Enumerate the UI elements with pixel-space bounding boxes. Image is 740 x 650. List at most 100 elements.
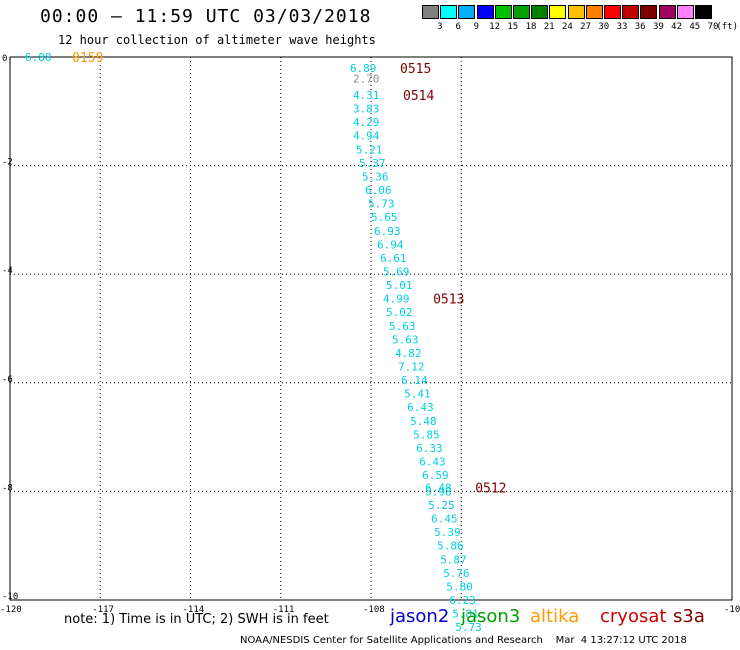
x-tick-label: -105 — [724, 605, 740, 615]
wave-height-label: 5.98 — [425, 485, 452, 498]
wave-height-label: 4.99 — [383, 293, 410, 306]
wave-height-label: 5.41 — [404, 388, 431, 401]
y-tick-label: -4 — [2, 266, 13, 276]
colorbar-swatch — [585, 5, 603, 19]
colorbar-swatch — [640, 5, 658, 19]
colorbar-label: 70 — [707, 22, 719, 32]
legend-jason3: jason3 — [461, 606, 521, 627]
wave-height-label: 6.14 — [401, 374, 428, 387]
wave-height-label: 6.43 — [407, 401, 434, 414]
wave-height-label: 6.43 — [419, 456, 446, 469]
wave-height-label: 5.73 — [368, 198, 395, 211]
x-tick-label: -111 — [273, 605, 295, 615]
wave-height-label: 5.65 — [371, 211, 398, 224]
colorbar-swatch — [695, 5, 712, 19]
wave-height-label: 6.06 — [365, 184, 392, 197]
colorbar-label: 36 — [634, 22, 646, 32]
colorbar-swatch — [549, 5, 567, 19]
colorbar-swatch — [531, 5, 549, 19]
colorbar-label: 42 — [671, 22, 683, 32]
colorbar-label: 21 — [543, 22, 555, 32]
x-tick-label: -108 — [363, 605, 385, 615]
colorbar-label: 45 — [689, 22, 701, 32]
wave-height-label: 3.83 — [353, 103, 380, 116]
time-label: 0512 — [475, 482, 506, 497]
wave-height-label: 6.45 — [431, 513, 458, 526]
y-tick-label: -6 — [2, 375, 13, 385]
wave-height-label: 5.21 — [356, 143, 383, 156]
legend-jason2: jason2 — [390, 606, 450, 627]
wave-height-label: 5.01 — [386, 279, 413, 292]
x-tick-label: -120 — [0, 605, 22, 615]
wave-height-label: 6.61 — [380, 252, 407, 265]
colorbar-swatch — [604, 5, 621, 19]
time-label: 0515 — [400, 62, 431, 77]
colorbar-swatch — [622, 5, 640, 19]
wave-height-label: 5.86 — [437, 540, 464, 553]
wave-height-label: 5.73 — [455, 621, 482, 634]
colorbar-swatch — [676, 5, 694, 19]
colorbar-label: 18 — [525, 22, 537, 32]
y-tick-label: -2 — [2, 158, 13, 168]
colorbar-label: 33 — [616, 22, 628, 32]
wave-height-label: 6.93 — [374, 225, 401, 238]
wave-height-label: 5.63 — [392, 333, 419, 346]
colorbar-swatch — [513, 5, 530, 19]
wave-height-label: 6.23 — [449, 594, 476, 607]
wave-height-label: 6.59 — [422, 469, 449, 482]
colorbar-swatch — [440, 5, 458, 19]
x-tick-label: -114 — [183, 605, 205, 615]
footer-credit: NOAA/NESDIS Center for Satellite Applica… — [240, 635, 687, 646]
wave-height-label: 5.25 — [428, 499, 455, 512]
colorbar-label: 39 — [652, 22, 664, 32]
colorbar-swatch — [458, 5, 476, 19]
wave-height-label: 5.36 — [362, 170, 389, 183]
colorbar-label: 12 — [489, 22, 501, 32]
wave-height-label: 5.39 — [434, 526, 461, 539]
wave-height-label: 4.82 — [395, 347, 422, 360]
wave-height-label: 5.48 — [410, 415, 437, 428]
colorbar-label: 30 — [598, 22, 610, 32]
wave-height-label: 5.81 — [452, 608, 479, 621]
chart-title: 00:00 – 11:59 UTC 03/03/2018 — [40, 6, 372, 27]
colorbar-unit: (ft) — [716, 22, 739, 32]
colorbar-label: 9 — [473, 22, 480, 32]
wave-height-label: 6.33 — [416, 442, 443, 455]
legend-cryosat: cryosat — [600, 606, 667, 627]
time-label: 0513 — [433, 293, 464, 308]
colorbar-swatch — [567, 5, 585, 19]
chart-subtitle: 12 hour collection of altimeter wave hei… — [58, 33, 376, 47]
wave-height-label: 4.29 — [353, 116, 380, 129]
y-tick-label: -8 — [2, 483, 13, 493]
wave-height-label: 5.87 — [440, 553, 467, 566]
x-tick-label: -117 — [92, 605, 114, 615]
time-label: 0159 — [72, 51, 103, 66]
colorbar-swatch — [422, 5, 439, 19]
colorbar-swatch — [494, 5, 512, 19]
wave-height-label: 5.80 — [446, 580, 473, 593]
wave-height-label: 6.88 — [25, 51, 51, 64]
time-label: 0514 — [403, 89, 434, 104]
y-tick-label: 0 — [2, 54, 7, 64]
colorbar-label: 15 — [507, 22, 519, 32]
colorbar-label: 24 — [561, 22, 573, 32]
colorbar-swatch — [476, 5, 494, 19]
wave-height-label: 6.94 — [377, 238, 404, 251]
wave-height-label: 2.70 — [353, 73, 380, 86]
legend-note: note: 1) Time is in UTC; 2) SWH is in fe… — [64, 612, 329, 627]
y-tick-label: -10 — [2, 592, 18, 602]
wave-height-label: 6.48 — [425, 482, 452, 495]
wave-height-label: 4.31 — [353, 89, 380, 102]
wave-height-label: 5.63 — [389, 320, 416, 333]
colorbar-label: 27 — [580, 22, 592, 32]
wave-height-label: 5.76 — [443, 567, 470, 580]
wave-height-label: 5.02 — [386, 306, 413, 319]
legend-altika: altika — [530, 606, 580, 627]
colorbar-swatch — [658, 5, 676, 19]
wave-height-label: 5.37 — [359, 157, 386, 170]
wave-height-label: 5.85 — [413, 428, 440, 441]
colorbar-label: 3 — [437, 22, 443, 32]
legend-s3a: s3a — [673, 606, 705, 627]
wave-height-label: 5.69 — [383, 265, 410, 278]
